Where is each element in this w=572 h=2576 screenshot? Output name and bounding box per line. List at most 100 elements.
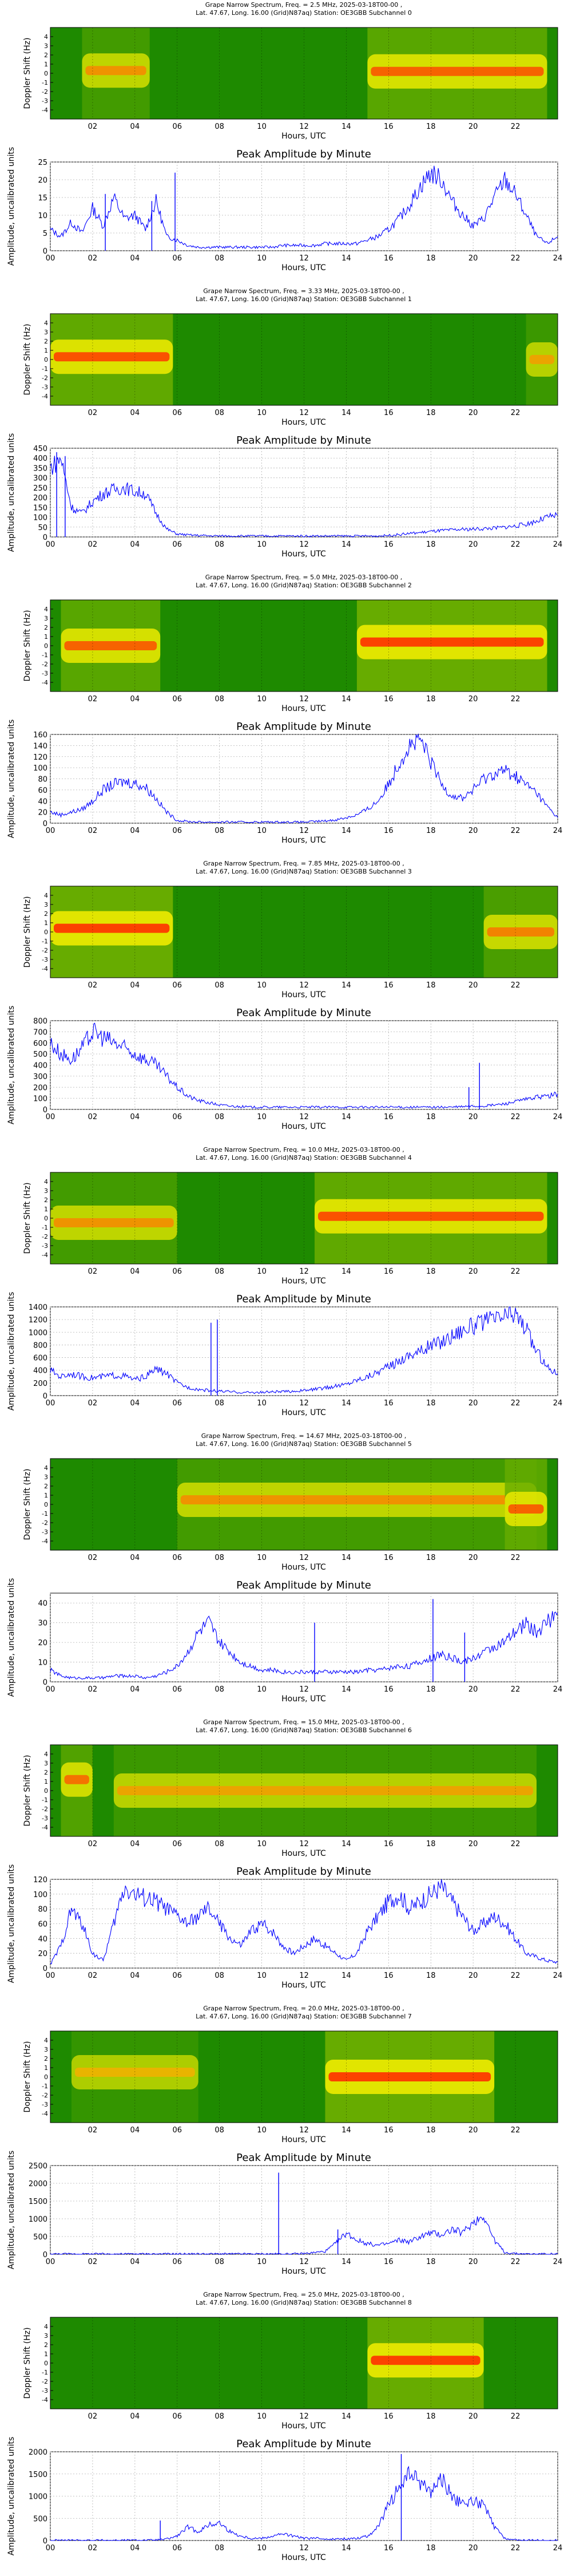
amplitude-x-tick: 14 [341,2544,351,2553]
amplitude-x-tick: 00 [46,1113,55,1121]
amplitude-x-tick: 02 [88,254,98,263]
spectrum-x-tick: 22 [511,123,521,131]
spectrum-x-tick: 08 [214,123,224,131]
spectrum-y-tick: 1 [44,633,48,641]
spectrum-x-tick: 08 [214,409,224,417]
amplitude-x-tick: 02 [88,1113,98,1121]
spectrum-y-tick: -3 [42,670,48,677]
amplitude-x-tick: 06 [172,1399,182,1408]
spectrum-subtitle: Lat. 47.67, Long. 16.00 (Grid)N87aq) Sta… [196,1726,412,1734]
amplitude-y-tick: 5 [43,230,47,238]
spectrum-y-tick: -2 [42,2092,48,2099]
amplitude-x-tick: 18 [426,254,436,263]
spectrum-x-label: Hours, UTC [281,418,326,427]
amplitude-y-label: Amplitude, uncalibrated units [7,720,16,839]
spectrum-y-tick: -1 [42,2083,48,2090]
amplitude-y-tick: 400 [33,1367,47,1376]
amplitude-x-tick: 24 [553,1971,563,1980]
amplitude-y-tick: 20 [38,176,47,185]
spectrum-y-label: Doppler Shift (Hz) [23,1183,32,1254]
amplitude-x-tick: 08 [214,1113,224,1121]
spectrum-title: Grape Narrow Spectrum, Freq. = 20.0 MHz,… [203,2005,404,2012]
spectrum-chart-2: Grape Narrow Spectrum, Freq. = 5.0 MHz, … [23,574,558,713]
spectrum-x-tick: 14 [341,123,351,131]
amplitude-chart-7: Peak Amplitude by Minute 00 02 04 06 08 10 12 14… [7,2151,562,2276]
spectrum-x-tick: 20 [468,123,478,131]
amplitude-series-line [50,1879,558,1965]
amplitude-x-tick: 20 [468,540,478,549]
amplitude-y-label: Amplitude, uncalibrated units [7,1864,16,1984]
amplitude-x-label: Hours, UTC [281,1981,326,1990]
spectrum-y-label: Doppler Shift (Hz) [23,2328,32,2399]
spectrum-x-tick: 20 [468,1840,478,1848]
spectrum-x-tick: 08 [214,695,224,704]
spectrum-x-tick: 20 [468,1267,478,1276]
spectrum-y-tick: -3 [42,1815,48,1822]
amplitude-title: Peak Amplitude by Minute [236,721,371,733]
spectrum-x-tick: 12 [299,409,309,417]
amplitude-y-tick: 1000 [29,2493,47,2502]
spectrum-y-tick: 3 [44,42,48,50]
spectrum-title: Grape Narrow Spectrum, Freq. = 10.0 MHz,… [203,1146,404,1153]
spectrum-x-tick: 18 [426,409,436,417]
spectrum-x-tick: 04 [130,123,140,131]
amplitude-x-tick: 06 [172,1685,182,1694]
amplitude-x-tick: 20 [468,2258,478,2266]
spectrum-x-tick: 14 [341,1840,351,1848]
amplitude-x-tick: 10 [257,827,267,835]
spectrum-y-tick: 4 [44,1464,48,1472]
spectrum-x-tick: 02 [88,695,98,704]
spectrum-title: Grape Narrow Spectrum, Freq. = 3.33 MHz,… [203,287,404,295]
amplitude-x-tick: 12 [299,1113,309,1121]
amplitude-y-tick: 100 [33,764,47,773]
amplitude-y-tick: 40 [38,1599,47,1608]
spectrum-x-tick: 22 [511,2412,521,2421]
amplitude-x-tick: 04 [130,1399,140,1408]
spectrum-x-tick: 10 [257,981,267,990]
spectrum-title: Grape Narrow Spectrum, Freq. = 2.5 MHz, … [205,1,403,9]
spectrum-subtitle: Lat. 47.67, Long. 16.00 (Grid)N87aq) Sta… [196,2299,412,2306]
amplitude-x-tick: 02 [88,827,98,835]
amplitude-x-label: Hours, UTC [281,550,326,559]
spectrum-y-tick: 2 [44,1769,48,1776]
spectrum-band-core [371,2356,480,2365]
spectrum-y-tick: -4 [42,1251,48,1259]
amplitude-x-tick: 24 [553,2544,563,2553]
spectrum-y-tick: 0 [44,929,48,936]
amplitude-x-tick: 06 [172,1113,182,1121]
amplitude-x-tick: 24 [553,1113,563,1121]
spectrum-y-label: Doppler Shift (Hz) [23,1469,32,1540]
amplitude-x-tick: 10 [257,1685,267,1694]
amplitude-y-tick: 25 [38,159,47,167]
spectrum-y-tick: -3 [42,1528,48,1536]
amplitude-x-tick: 22 [511,1685,521,1694]
spectrum-x-label: Hours, UTC [281,1563,326,1572]
spectrum-x-tick: 16 [384,1840,394,1848]
spectrum-chart-7: Grape Narrow Spectrum, Freq. = 20.0 MHz,… [23,2005,558,2144]
spectrum-y-tick: -1 [42,365,48,373]
amplitude-y-tick: 10 [38,1659,47,1668]
spectrum-y-tick: 2 [44,910,48,918]
spectrum-title: Grape Narrow Spectrum, Freq. = 14.67 MHz… [201,1432,407,1440]
amplitude-chart-5: Peak Amplitude by Minute 00 02 04 06 08 10 12 14… [7,1578,562,1704]
spectrum-x-tick: 18 [426,695,436,704]
spectrum-y-tick: 2 [44,52,48,59]
amplitude-x-label: Hours, UTC [281,2553,326,2562]
amplitude-series-line [50,165,558,250]
spectrum-x-tick: 02 [88,409,98,417]
spectrum-x-tick: 14 [341,2412,351,2421]
spectrum-y-tick: 4 [44,33,48,41]
amplitude-title: Peak Amplitude by Minute [236,1293,371,1305]
amplitude-x-tick: 12 [299,1399,309,1408]
amplitude-series-line [50,456,558,538]
amplitude-x-tick: 24 [553,827,563,835]
spectrum-subtitle: Lat. 47.67, Long. 16.00 (Grid)N87aq) Sta… [196,1154,412,1161]
amplitude-y-tick: 20 [38,1950,47,1958]
amplitude-y-tick: 0 [43,1106,47,1115]
amplitude-y-tick: 15 [38,194,47,203]
amplitude-x-tick: 08 [214,2544,224,2553]
amplitude-y-tick: 40 [38,797,47,806]
amplitude-y-tick: 0 [43,1678,47,1687]
amplitude-x-tick: 08 [214,254,224,263]
spectrum-x-tick: 06 [172,1554,182,1562]
